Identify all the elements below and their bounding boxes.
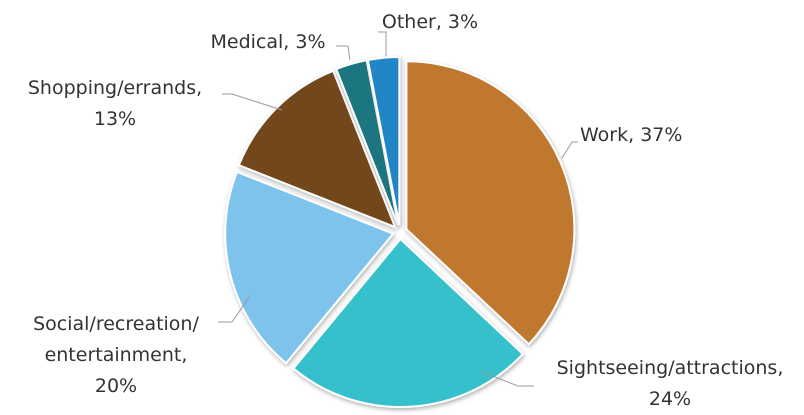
data-label-line: 13% <box>94 108 136 130</box>
leader-line <box>218 295 251 323</box>
pie-slice <box>291 237 525 408</box>
pie-slice <box>334 59 400 226</box>
data-label-line: entertainment, <box>45 344 188 366</box>
data-label: Work, 37% <box>580 124 682 146</box>
data-label-line: Shopping/errands, <box>28 77 202 99</box>
data-label-line: Work, 37% <box>580 124 682 146</box>
pie-slice <box>366 56 401 226</box>
data-label: Other, 3% <box>382 11 478 33</box>
data-label-line: 24% <box>649 388 691 410</box>
data-label-line: 20% <box>95 375 137 397</box>
data-label: Medical, 3% <box>210 31 325 53</box>
data-label-line: Social/recreation/ <box>33 313 199 335</box>
data-label-line: Sightseeing/attractions, <box>557 357 784 379</box>
leader-line <box>481 371 534 387</box>
pie-slice <box>405 60 576 346</box>
leader-line <box>561 141 578 159</box>
data-label: Social/recreation/entertainment, 20% <box>33 313 199 397</box>
data-label-line: Medical, 3% <box>210 31 325 53</box>
data-label: Shopping/errands, 13% <box>28 77 202 130</box>
leader-line <box>378 31 387 56</box>
data-label: Sightseeing/attractions, 24% <box>557 357 784 410</box>
leader-line <box>336 45 351 61</box>
data-label-line: Other, 3% <box>382 11 478 33</box>
pie-slice <box>224 170 395 365</box>
leader-line <box>222 93 283 111</box>
